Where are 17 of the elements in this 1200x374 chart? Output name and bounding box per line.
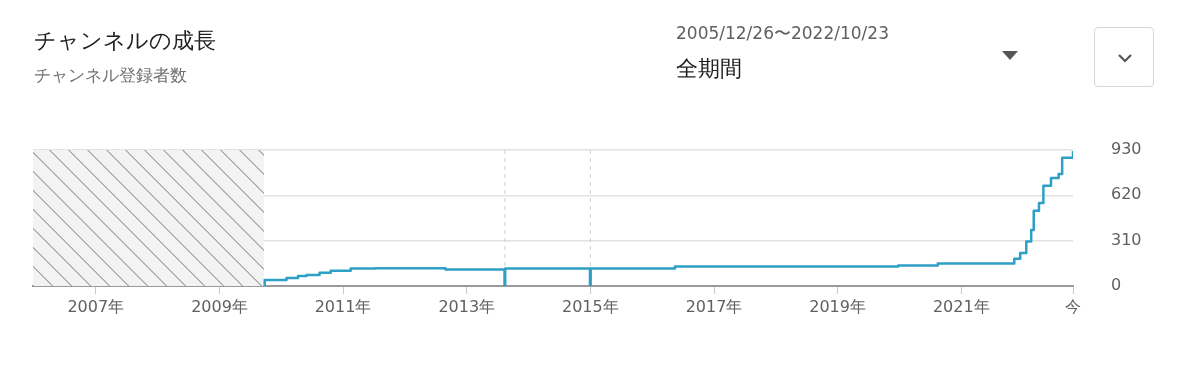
text: 2005/12/26〜2022/10/23 — [676, 22, 889, 45]
x-tick-label: 今 — [1065, 296, 1081, 316]
x-tick-label: 2017年 — [685, 296, 743, 316]
x-tick-label: 2007年 — [67, 296, 125, 316]
x-tick-label: 2009年 — [191, 296, 248, 316]
y-tick-label: 930 — [1111, 139, 1142, 159]
x-tick-label: 2021年 — [932, 296, 990, 316]
chart-subtitle: チャンネル登録者数 — [34, 64, 187, 87]
text: 全期間 — [676, 55, 742, 83]
y-tick-label: 620 — [1111, 184, 1142, 204]
x-tick-label: 2013年 — [438, 296, 496, 316]
x-tick-label: 2015年 — [561, 296, 619, 316]
x-tick-label: 2019年 — [809, 296, 866, 316]
x-tick-label: 2011年 — [314, 296, 372, 316]
chart-title: チャンネルの成長 — [34, 27, 216, 55]
y-tick-label: 0 — [1111, 275, 1122, 295]
y-tick-label: 310 — [1111, 229, 1142, 249]
